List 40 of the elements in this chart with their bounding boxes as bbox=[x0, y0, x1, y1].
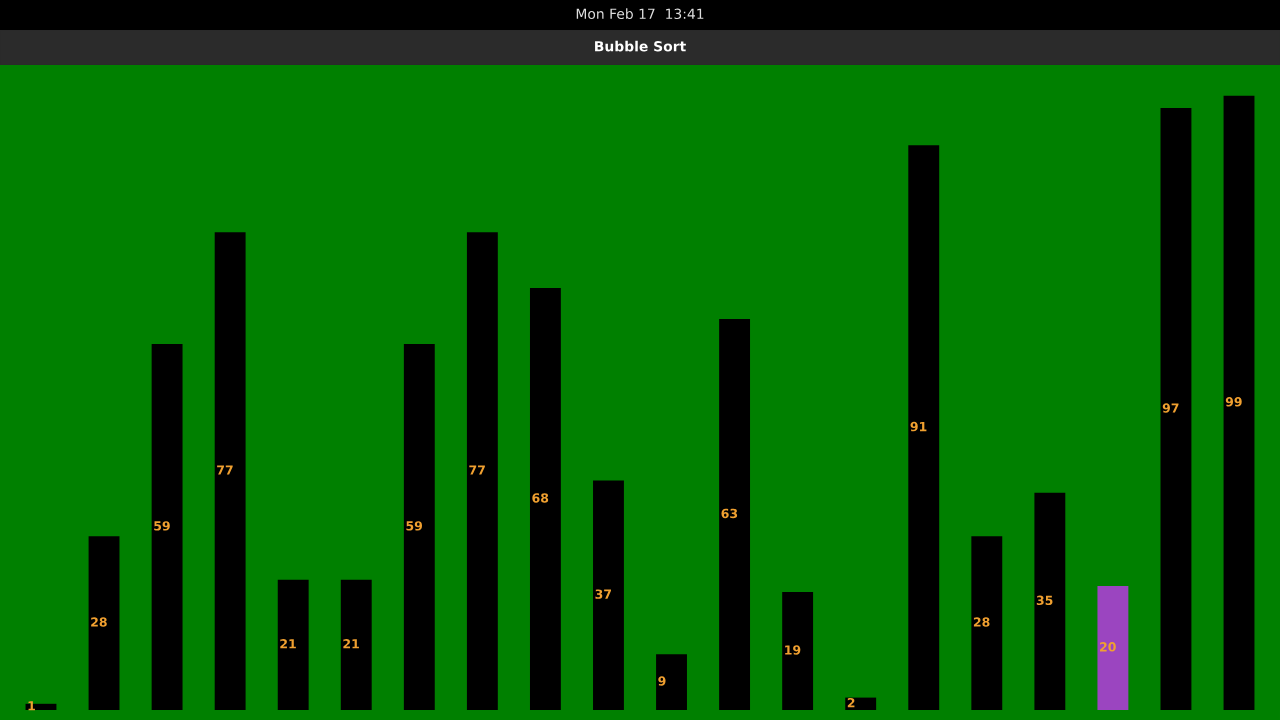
bar bbox=[1223, 95, 1255, 710]
bar bbox=[908, 145, 940, 710]
bar bbox=[971, 536, 1003, 710]
bar bbox=[214, 232, 246, 710]
bar bbox=[151, 343, 183, 710]
bar bbox=[466, 232, 498, 710]
bar bbox=[656, 654, 687, 710]
data-label: 28 bbox=[91, 617, 107, 627]
data-label: 20 bbox=[1100, 642, 1116, 652]
data-label: 37 bbox=[595, 589, 611, 599]
bar bbox=[277, 579, 309, 710]
chart-title: Bubble Sort bbox=[595, 40, 686, 52]
data-label: 35 bbox=[1036, 595, 1053, 606]
data-label: 97 bbox=[1162, 403, 1179, 413]
bar bbox=[403, 343, 435, 710]
bar bbox=[593, 480, 624, 710]
data-label: 21 bbox=[280, 639, 296, 649]
data-label: 68 bbox=[532, 493, 549, 503]
bar bbox=[782, 592, 814, 710]
text: Mon Feb 17 13:41 bbox=[576, 8, 704, 20]
data-label: 99 bbox=[1225, 397, 1242, 407]
data-label: 63 bbox=[721, 508, 738, 519]
data-label: 21 bbox=[343, 639, 359, 649]
data-label: 1 bbox=[28, 701, 35, 711]
data-label: 28 bbox=[973, 617, 990, 627]
bar bbox=[529, 288, 561, 710]
data-label: 59 bbox=[406, 521, 423, 531]
bar bbox=[1034, 492, 1066, 710]
data-label: 77 bbox=[469, 465, 485, 475]
data-label: 2 bbox=[847, 697, 855, 708]
data-label: 77 bbox=[217, 465, 233, 475]
bar bbox=[88, 536, 120, 710]
data-label: 59 bbox=[154, 521, 170, 531]
data-label: 19 bbox=[785, 645, 801, 655]
data-label: 9 bbox=[658, 676, 666, 686]
bar bbox=[719, 319, 751, 710]
bar bbox=[1097, 585, 1129, 710]
data-label: 91 bbox=[910, 421, 927, 432]
bar bbox=[1160, 108, 1192, 710]
bar bbox=[340, 579, 372, 710]
